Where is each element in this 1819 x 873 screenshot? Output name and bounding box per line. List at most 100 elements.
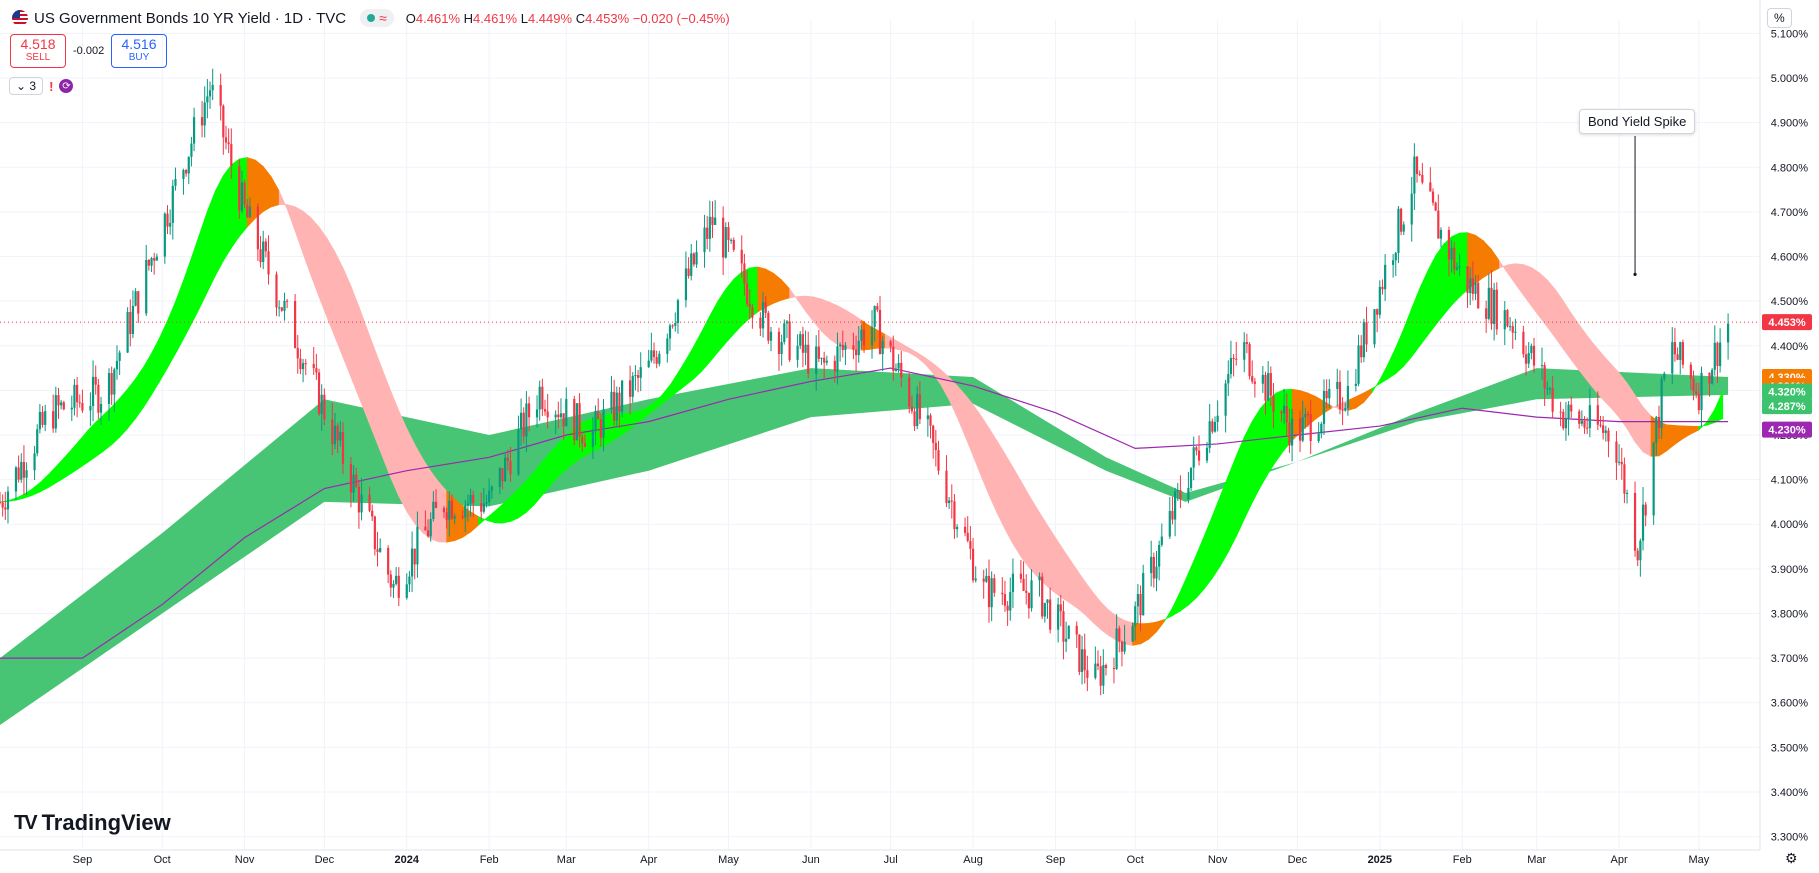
candle-body [1290,418,1294,446]
candle-body [1150,556,1153,574]
candle-body [1673,342,1677,355]
candle-body [870,326,874,346]
y-tick-label: 4.100% [1771,475,1809,487]
x-tick-label: Oct [154,854,171,866]
candle-body [1689,364,1692,379]
delayed-data-icon: ≈ [379,10,387,26]
candle-body [963,526,967,533]
candle-body [1450,247,1453,260]
candle-body [355,474,358,487]
ribbon-segment [350,285,360,398]
candle-body [339,432,342,441]
open-key: O [405,10,416,26]
market-status-pill[interactable]: ≈ [360,9,394,27]
candle-body [1570,404,1573,412]
candle-body [413,548,416,565]
candle-body [1633,492,1637,551]
candle-body [1232,358,1235,360]
ribbon-segment [980,414,990,496]
warning-icon[interactable]: ! [49,78,54,94]
x-tick-label: Feb [480,854,499,866]
candle-body [1057,604,1060,630]
ribbon-segment [254,159,264,220]
candle-body [591,429,594,447]
ribbon-segment [1267,392,1277,475]
ribbon-segment [1044,519,1054,592]
candle-body [1253,381,1256,384]
ribbon-segment [1124,620,1133,646]
ribbon-segment [398,410,408,512]
candle-body [932,425,935,443]
low-key: L [520,10,528,26]
candle-body [97,384,100,413]
candle-body [1477,282,1480,309]
candle-body [1243,342,1246,360]
sell-button[interactable]: 4.518 SELL [10,34,66,68]
ribbon-segment [486,510,495,524]
candle-body [966,532,969,541]
ribbon-segment [167,301,176,370]
ribbon-segment [1475,234,1484,284]
candle-body [1655,416,1658,443]
ribbon-segment [1108,609,1117,641]
candle-body [1514,331,1517,333]
candle-body [267,251,270,275]
candle-body [1663,373,1666,379]
ribbon-segment [1347,396,1357,411]
candle-body [1415,156,1419,175]
ribbon-segment [924,357,934,375]
ribbon-segment [278,190,288,210]
candle-body [219,85,222,106]
candle-body [1022,578,1025,591]
ribbon-segment [1172,591,1181,617]
ribbon-segment [1315,396,1325,420]
ribbon-segment [1331,403,1341,410]
candle-body [1041,576,1044,617]
candle-body [854,349,858,356]
candle-body [894,368,898,371]
candle-body [1466,266,1469,294]
candle-body [1344,408,1347,411]
candle-body [1325,390,1328,399]
ribbon-segment [1291,388,1301,442]
candle-body [1543,365,1546,389]
candle-body [823,357,826,363]
candle-body [674,322,677,326]
candle-body [1532,345,1536,366]
candle-body [1104,665,1108,669]
indicators-toggle[interactable]: ⌄ 3 [9,77,44,95]
candle-body [227,142,230,145]
candle-body [1660,378,1663,429]
candle-body [597,410,600,420]
ribbon-segment [885,333,894,349]
ribbon-segment [1698,421,1708,431]
candle-body [841,344,844,351]
ribbon-segment [7,497,17,502]
sync-icon[interactable]: ⟳ [59,79,74,93]
candle-body [743,263,746,284]
ribbon-segment [223,163,232,263]
y-tick-label: 4.000% [1771,519,1809,531]
candle-body [432,501,435,520]
candle-body [1471,278,1474,294]
candle-body [647,360,650,368]
candle-body [788,321,791,360]
ribbon-segment [1507,263,1516,286]
candle-body [1623,464,1626,494]
annotation-label[interactable]: Bond Yield Spike [1579,109,1696,134]
x-tick-label: Dec [315,854,335,866]
candle-body [466,503,470,506]
candle-body [519,412,523,430]
settings-gear-icon[interactable]: ⚙ [1785,850,1798,866]
percent-scale-button[interactable]: % [1767,8,1792,28]
tradingview-logo[interactable]: TV TradingView [14,810,171,836]
candle-body [1264,374,1267,401]
candle-body [732,239,735,250]
symbol-title[interactable]: US Government Bonds 10 YR Yield · 1D · T… [34,9,347,27]
candle-body [1322,390,1326,424]
candle-body [745,283,749,304]
candle-body [1652,442,1655,516]
buy-button[interactable]: 4.516 BUY [111,34,167,68]
candle-body [950,500,953,502]
